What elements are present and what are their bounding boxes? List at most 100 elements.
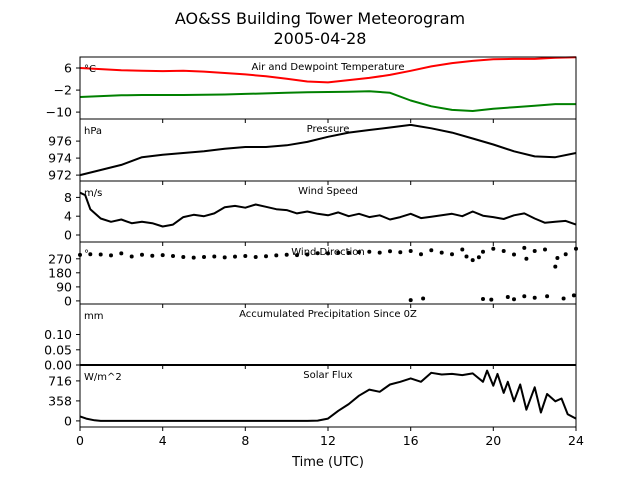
wind-direction-point <box>512 252 516 257</box>
precipitation-unit-label: mm <box>84 311 103 322</box>
wind-direction-point <box>367 249 372 254</box>
wind-direction-point <box>264 254 268 259</box>
precipitation-ytick-label: 0.05 <box>44 342 72 357</box>
wind-direction-point <box>191 255 196 260</box>
wind-direction-point <box>532 249 537 253</box>
wind-direction-point <box>88 252 93 257</box>
wind-direction-point <box>545 294 550 299</box>
x-axis-label: Time (UTC) <box>291 455 364 470</box>
wind-direction-point <box>476 255 481 260</box>
wind-direction-point <box>464 254 469 259</box>
wind-direction-point <box>408 298 413 303</box>
wind-direction-point <box>253 255 258 259</box>
x-tick-label: 16 <box>403 433 419 448</box>
x-tick-label: 20 <box>485 433 501 448</box>
wind-direction-point <box>346 250 351 255</box>
temperature-ytick-label: −10 <box>46 105 72 120</box>
wind-direction-point <box>160 253 165 258</box>
wind-speed-title: Wind Speed <box>298 186 358 197</box>
solar-flux-unit-label: W/m^2 <box>84 372 122 383</box>
wind-speed-unit-label: m/s <box>84 188 102 199</box>
wind-direction-ytick-label: 0 <box>64 293 72 308</box>
pressure-line-1 <box>79 123 577 177</box>
x-axis: 0 4 8 12 16 20 24 <box>76 433 584 448</box>
temperature-ytick-label: 6 <box>64 61 72 76</box>
wind-direction-point <box>326 251 330 256</box>
wind-direction-point <box>398 250 403 255</box>
precipitation-panel: 0.100.050.00 mm Accumulated Precipitation … <box>44 303 577 373</box>
wind-direction-point <box>284 252 289 257</box>
wind-direction-point <box>532 295 537 300</box>
wind-direction-point <box>481 249 485 254</box>
wind-direction-point <box>563 252 568 257</box>
pressure-ytick-label: 976 <box>48 134 72 149</box>
solar-flux-panel: 716 358 0 W/m^2 Solar Flux <box>48 364 577 431</box>
wind-direction-point <box>181 255 186 259</box>
temperature-panel: 6 −2 −10 °C Air and Dewpoint Temperature <box>46 56 577 123</box>
wind-direction-point <box>450 252 454 257</box>
wind-speed-ytick-label: 0 <box>64 228 72 243</box>
wind-direction-point <box>491 246 496 251</box>
wind-direction-point <box>109 253 113 258</box>
wind-direction-point <box>524 256 529 261</box>
wind-direction-point <box>305 252 310 257</box>
wind-direction-point <box>274 253 279 258</box>
wind-direction-point <box>295 253 299 258</box>
wind-direction-ytick-label: 180 <box>48 265 72 280</box>
wind-direction-point <box>419 252 423 257</box>
x-tick-label: 8 <box>241 433 249 448</box>
wind-direction-point <box>571 293 576 298</box>
wind-speed-ytick-label: 4 <box>64 209 72 224</box>
temperature-line-1 <box>79 56 577 84</box>
wind-direction-point <box>388 249 392 254</box>
x-tick-label: 24 <box>568 433 584 448</box>
wind-direction-point <box>243 254 248 258</box>
pressure-panel: 976 974 972 hPa Pressure <box>48 118 577 185</box>
wind-direction-point <box>222 255 227 260</box>
x-tick-label: 4 <box>159 433 167 448</box>
figure-title: AO&SS Building Tower Meteorogram <box>175 9 465 28</box>
wind-direction-point <box>505 295 510 299</box>
wind-speed-panel: 8 4 0 m/s Wind Speed <box>64 180 577 246</box>
wind-direction-point <box>501 249 506 253</box>
x-tick-label: 12 <box>320 433 336 448</box>
temperature-ytick-label: −2 <box>54 83 72 98</box>
wind-direction-point <box>555 256 560 260</box>
wind-direction-point <box>150 253 155 258</box>
wind-direction-point <box>171 254 175 258</box>
solar-flux-line-1 <box>79 369 577 422</box>
wind-direction-point <box>315 251 320 256</box>
wind-direction-point <box>429 248 434 253</box>
temperature-unit-label: °C <box>84 64 96 75</box>
wind-direction-point <box>140 252 144 257</box>
pressure-title: Pressure <box>307 124 350 135</box>
wind-direction-point <box>522 294 527 299</box>
wind-direction-ytick-label: 90 <box>56 279 72 294</box>
x-tick-label: 0 <box>76 433 84 448</box>
wind-direction-point <box>336 250 341 255</box>
pressure-unit-label: hPa <box>84 126 102 137</box>
wind-direction-point <box>129 254 134 259</box>
solar-flux-title: Solar Flux <box>303 370 353 381</box>
wind-direction-point <box>119 251 124 256</box>
pressure-ytick-label: 974 <box>48 151 72 166</box>
temperature-line-2 <box>79 90 576 112</box>
wind-direction-point <box>98 252 103 257</box>
wind-direction-point <box>233 254 237 259</box>
wind-direction-point <box>561 296 566 301</box>
wind-direction-unit-label: ° <box>84 249 89 260</box>
precipitation-title: Accumulated Precipitation Since 0Z <box>239 309 417 320</box>
wind-speed-ytick-label: 8 <box>64 190 72 205</box>
wind-direction-point <box>489 297 494 302</box>
wind-direction-point <box>439 250 444 255</box>
wind-direction-point <box>377 250 382 255</box>
precipitation-ytick-label: 0.10 <box>44 327 72 342</box>
wind-direction-point <box>481 297 485 301</box>
solar-flux-ytick-label: 716 <box>48 373 72 388</box>
temperature-title: Air and Dewpoint Temperature <box>252 62 405 73</box>
solar-flux-ytick-label: 0 <box>64 413 72 428</box>
solar-flux-ytick-label: 358 <box>48 393 72 408</box>
wind-direction-ytick-label: 270 <box>48 251 72 266</box>
